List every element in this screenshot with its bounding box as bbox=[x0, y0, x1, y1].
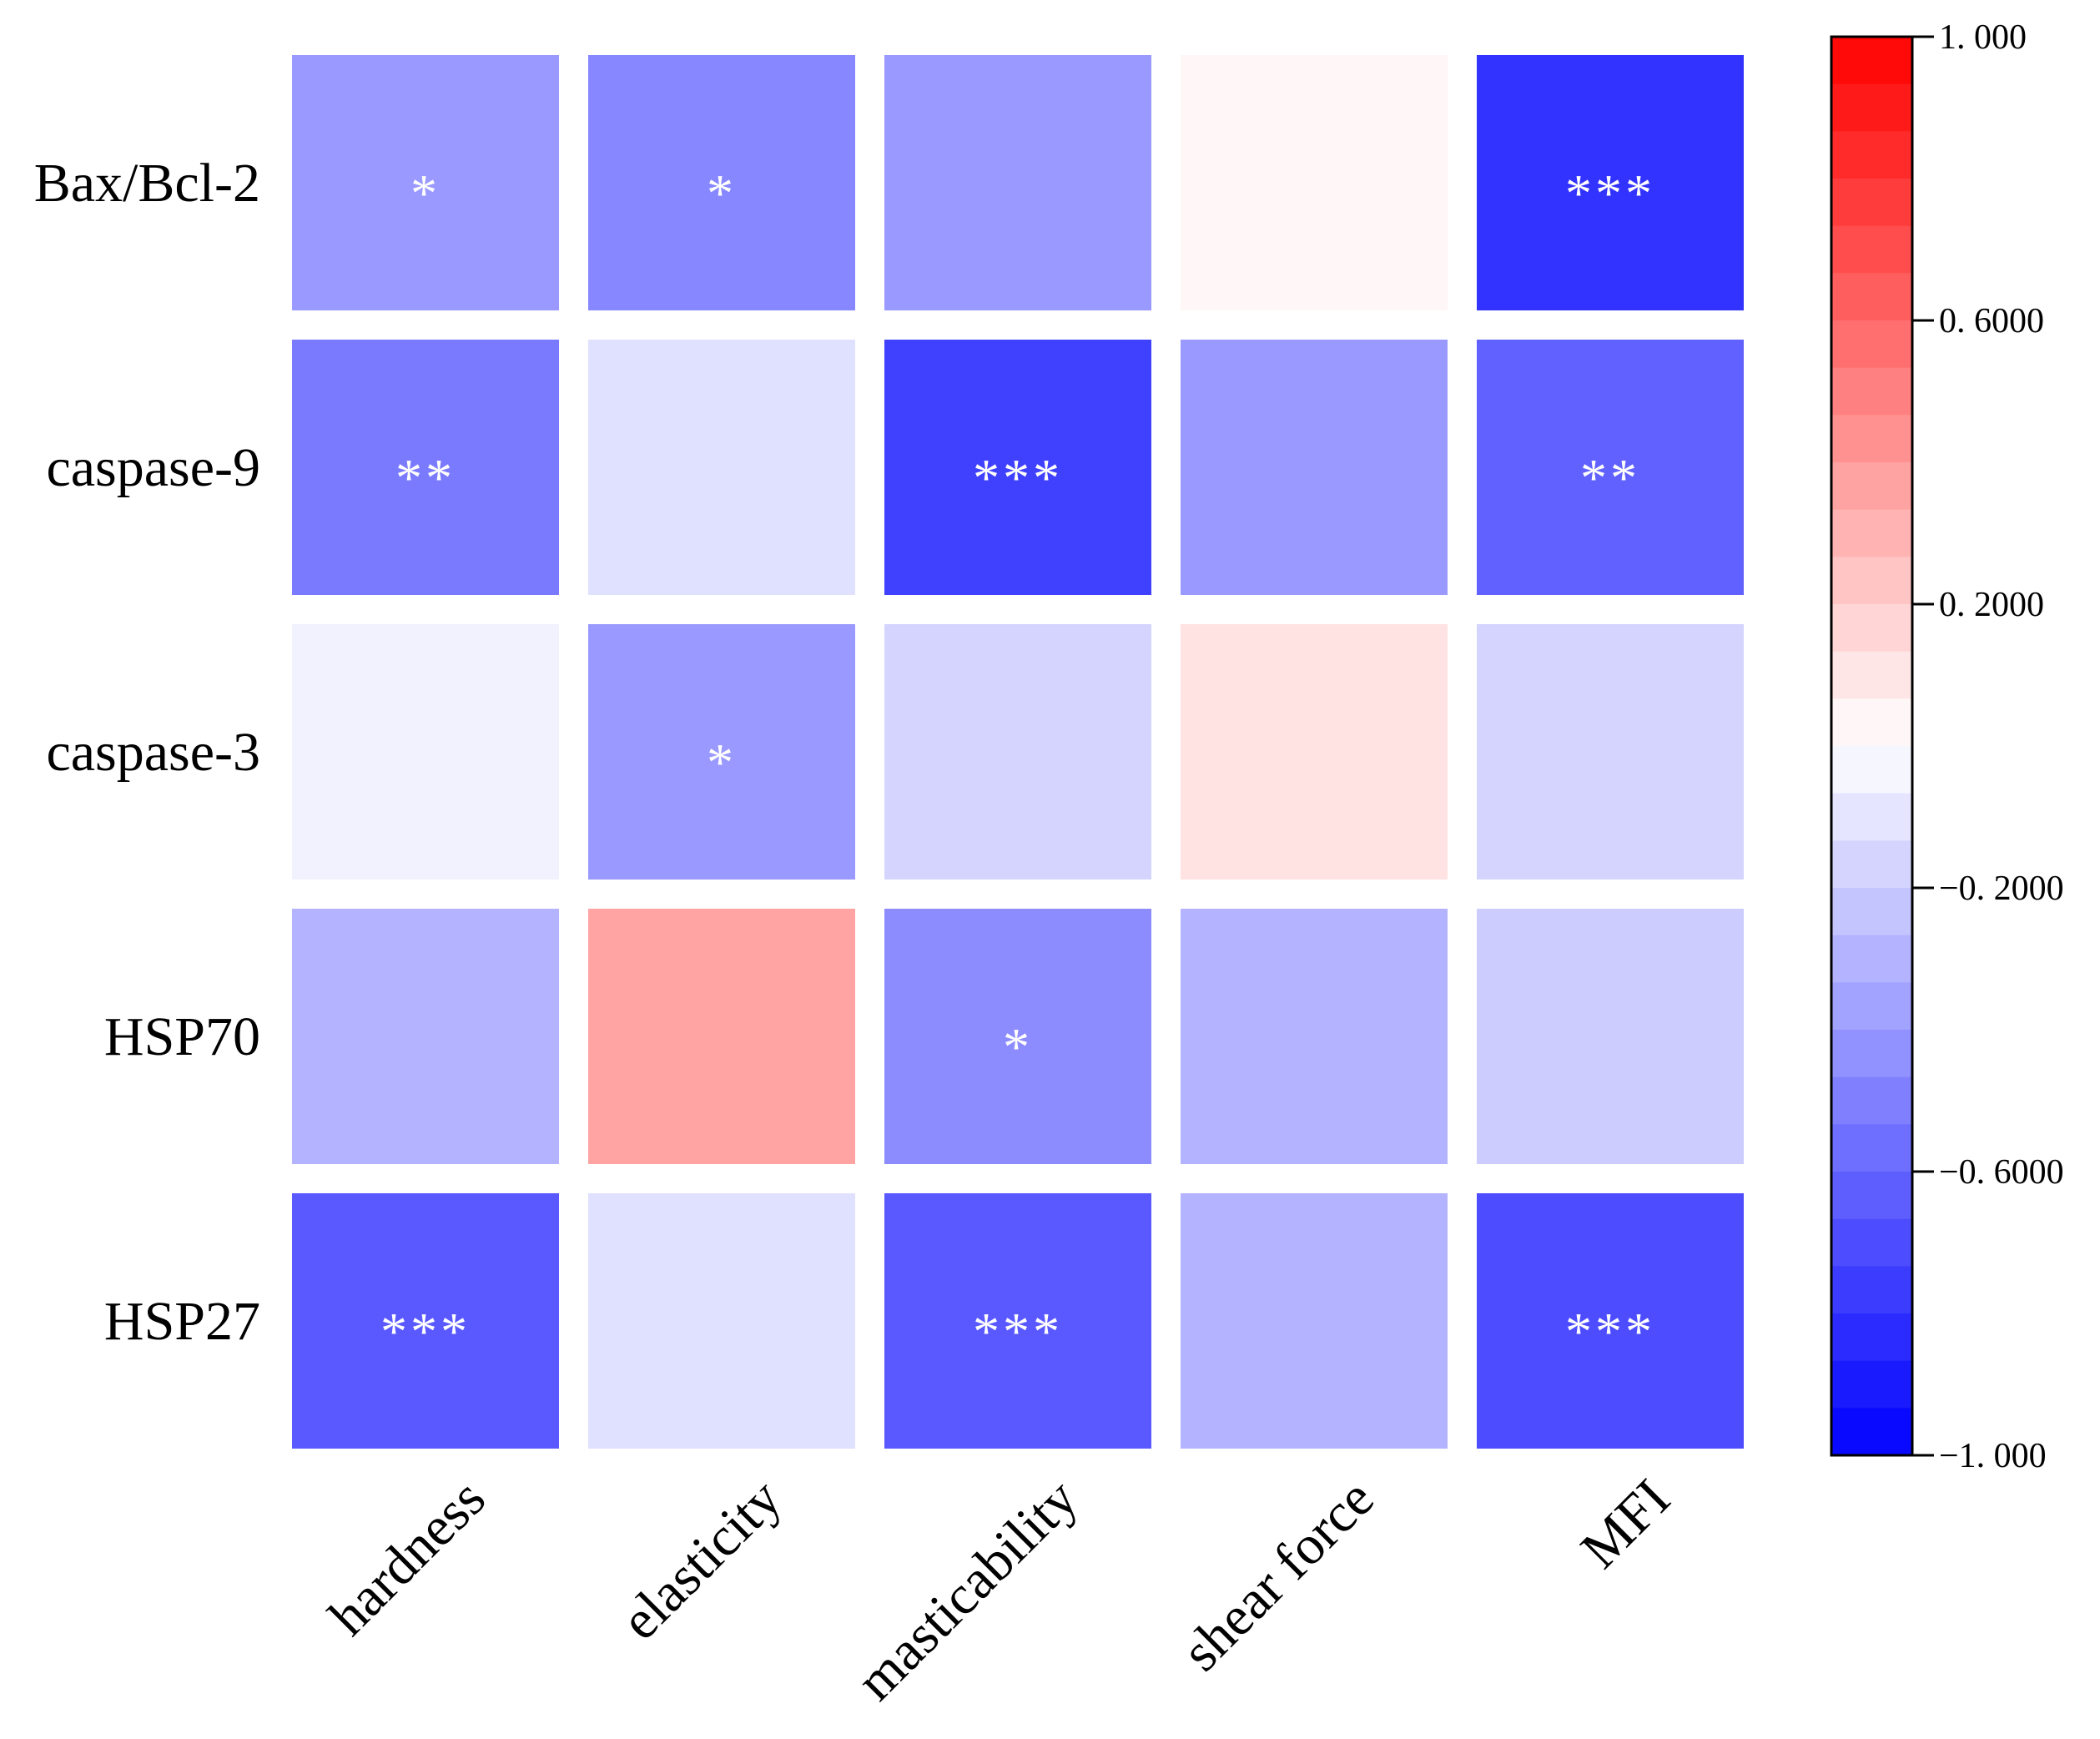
significance-marker: * bbox=[410, 164, 441, 223]
heatmap-cell-1-0 bbox=[292, 340, 559, 595]
colorbar-swatch bbox=[1831, 509, 1912, 557]
heatmap-cell-0-0 bbox=[292, 55, 559, 310]
heatmap-cell-2-3 bbox=[1181, 624, 1448, 880]
heatmap-cell-3-3 bbox=[1181, 909, 1448, 1164]
colorbar-swatch bbox=[1831, 604, 1912, 653]
colorbar-swatch bbox=[1831, 888, 1912, 936]
colorbar-swatch bbox=[1831, 83, 1912, 132]
colorbar-swatch bbox=[1831, 367, 1912, 416]
heatmap-cell-2-1 bbox=[588, 624, 855, 880]
colorbar-swatch bbox=[1831, 557, 1912, 605]
colorbar-swatch bbox=[1831, 935, 1912, 983]
column-labels: hardness elasticity masticability shear for… bbox=[318, 1468, 1682, 1712]
colorbar-swatch bbox=[1831, 982, 1912, 1031]
colorbar-swatch bbox=[1831, 1218, 1912, 1267]
significance-marker: ** bbox=[1580, 448, 1640, 507]
significance-marker: ** bbox=[395, 448, 456, 507]
heatmap-cell-0-3 bbox=[1181, 55, 1448, 310]
heatmap-cell-1-4 bbox=[1477, 340, 1744, 595]
row-label: HSP70 bbox=[104, 1006, 260, 1067]
significance-markers: * * ***** *** ******* *** *** bbox=[380, 164, 1655, 1361]
colorbar-swatch bbox=[1831, 1076, 1912, 1125]
colorbar-tick-label: −1. 000 bbox=[1939, 1437, 2047, 1475]
heatmap-cell-2-4 bbox=[1477, 624, 1744, 880]
row-label: Bax/Bcl-2 bbox=[34, 153, 260, 214]
colorbar-swatch bbox=[1831, 1030, 1912, 1078]
column-label: hardness bbox=[318, 1468, 497, 1647]
heatmap-cell-4-1 bbox=[588, 1193, 855, 1449]
heatmap-cell-0-2 bbox=[884, 55, 1151, 310]
heatmap-cell-4-0 bbox=[292, 1193, 559, 1449]
significance-marker: *** bbox=[973, 1302, 1063, 1361]
colorbar-tick-label: 0. 6000 bbox=[1939, 302, 2044, 340]
heatmap-cells bbox=[292, 55, 1744, 1449]
significance-marker: * bbox=[707, 733, 737, 792]
heatmap-cell-0-1 bbox=[588, 55, 855, 310]
heatmap-cell-4-4 bbox=[1477, 1193, 1744, 1449]
heatmap-cell-1-1 bbox=[588, 340, 855, 595]
colorbar-swatch bbox=[1831, 37, 1912, 85]
colorbar-swatch bbox=[1831, 1172, 1912, 1220]
colorbar-tick-label: −0. 6000 bbox=[1939, 1153, 2064, 1192]
row-label: caspase-9 bbox=[46, 437, 260, 498]
colorbar: 1. 000 0. 6000 0. 2000 −0. 2000 −0. 6000 −1. … bbox=[1830, 18, 2064, 1475]
colorbar-swatch bbox=[1831, 698, 1912, 747]
colorbar-swatch bbox=[1831, 1360, 1912, 1409]
colorbar-swatch bbox=[1831, 793, 1912, 841]
colorbar-tick-label: 1. 000 bbox=[1939, 18, 2027, 57]
colorbar-swatch bbox=[1831, 1408, 1912, 1456]
row-labels: Bax/Bcl-2 caspase-9 caspase-3 HSP70 HSP27 bbox=[34, 153, 260, 1352]
heatmap-cell-4-2 bbox=[884, 1193, 1151, 1449]
row-label: caspase-3 bbox=[46, 722, 260, 783]
significance-marker: * bbox=[1003, 1017, 1033, 1076]
colorbar-swatch bbox=[1831, 746, 1912, 794]
column-label: masticability bbox=[845, 1468, 1090, 1712]
significance-marker: *** bbox=[1565, 164, 1655, 223]
heatmap-cell-4-3 bbox=[1181, 1193, 1448, 1449]
heatmap-cell-3-4 bbox=[1477, 909, 1744, 1164]
column-label: shear force bbox=[1171, 1468, 1386, 1683]
heatmap-cell-3-2 bbox=[884, 909, 1151, 1164]
colorbar-swatch bbox=[1831, 225, 1912, 274]
significance-marker: *** bbox=[380, 1302, 471, 1361]
significance-marker: *** bbox=[973, 448, 1063, 507]
colorbar-swatch bbox=[1831, 1266, 1912, 1314]
colorbar-swatch bbox=[1831, 462, 1912, 511]
heatmap-cell-2-0 bbox=[292, 624, 559, 880]
significance-marker: * bbox=[707, 164, 737, 223]
column-label: MFI bbox=[1569, 1468, 1682, 1580]
column-label: elasticity bbox=[610, 1468, 793, 1651]
row-label: HSP27 bbox=[104, 1291, 260, 1352]
colorbar-swatch bbox=[1831, 415, 1912, 463]
colorbar-swatch bbox=[1831, 273, 1912, 321]
colorbar-swatch bbox=[1831, 1124, 1912, 1172]
colorbar-swatch bbox=[1831, 651, 1912, 699]
colorbar-swatch bbox=[1831, 1313, 1912, 1362]
heatmap-cell-3-1 bbox=[588, 909, 855, 1164]
colorbar-swatch bbox=[1831, 840, 1912, 889]
colorbar-tick-label: 0. 2000 bbox=[1939, 586, 2044, 624]
colorbar-swatch bbox=[1831, 179, 1912, 227]
heatmap-cell-0-4 bbox=[1477, 55, 1744, 310]
heatmap-cell-2-2 bbox=[884, 624, 1151, 880]
heatmap-cell-1-3 bbox=[1181, 340, 1448, 595]
colorbar-tick-label: −0. 2000 bbox=[1939, 870, 2064, 908]
heatmap-cell-3-0 bbox=[292, 909, 559, 1164]
colorbar-swatch bbox=[1831, 131, 1912, 179]
colorbar-swatch bbox=[1831, 320, 1912, 369]
heatmap-cell-1-2 bbox=[884, 340, 1151, 595]
significance-marker: *** bbox=[1565, 1302, 1655, 1361]
